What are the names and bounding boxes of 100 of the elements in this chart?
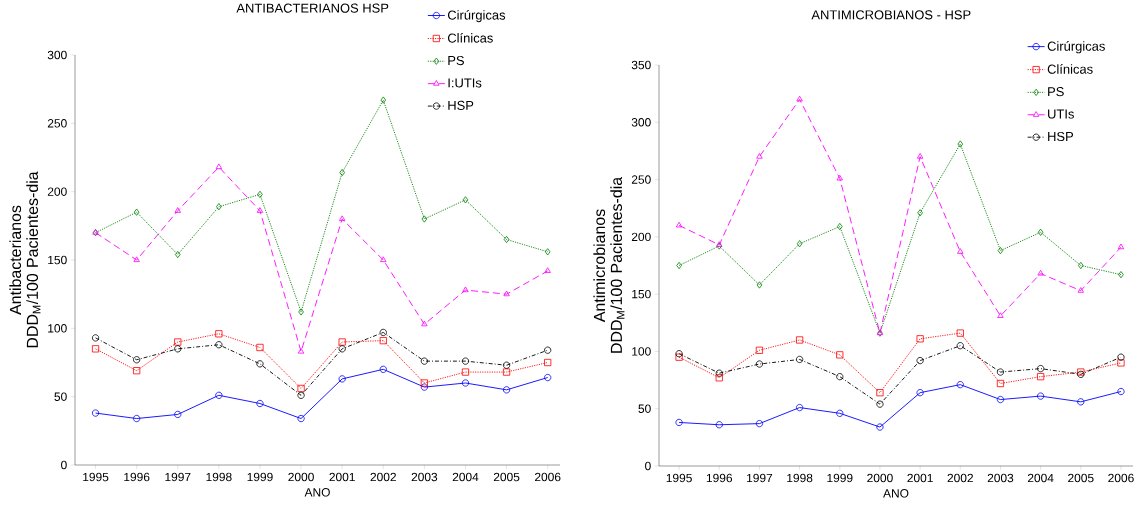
point [133,208,140,216]
x-tick-label: 2001 [907,473,933,483]
point [379,365,387,373]
x-tick-label: 2003 [987,473,1014,483]
point [174,207,181,213]
chart-title: ANTIMICROBIANOS - HSP [811,10,971,20]
point [996,368,1005,376]
point [215,391,223,399]
point [996,395,1005,404]
point [997,312,1004,318]
x-tick-label: 1995 [666,473,692,483]
point [796,403,804,412]
legend-label: Clínicas [1047,64,1093,74]
point [338,375,346,383]
point [133,414,141,423]
point [256,207,264,213]
y-tick-label: 200 [631,232,651,242]
y-axis-title: Antibacterianos DDD$_{M}$/100 Pacientes-dia [9,171,41,348]
point [297,391,305,399]
point [715,369,723,377]
point [502,361,511,369]
x-tick-label: 2001 [329,472,355,482]
point [1117,387,1125,396]
point [1037,228,1044,236]
legend-label: PS [448,55,464,66]
point [133,367,141,375]
legend-label: UTIs [1048,109,1074,119]
point [256,360,264,368]
point [215,163,223,170]
point [338,345,346,353]
point [755,360,764,368]
point [1118,271,1124,279]
point [916,357,924,365]
point [174,250,181,259]
point [502,368,511,376]
point [174,410,182,419]
point [297,347,305,354]
x-tick-label: 1997 [165,472,191,482]
point [174,345,182,353]
point [544,373,552,382]
y-tick-label: 0 [61,460,67,470]
point [1077,287,1084,293]
point [796,240,803,248]
point [836,174,843,181]
point [796,336,804,344]
legend-label: Clínicas [447,32,493,43]
point [796,95,803,102]
point [133,256,140,262]
y-tick-label: 150 [632,289,651,299]
point [876,389,884,397]
point [1037,269,1044,276]
point [836,351,844,359]
x-tick-label: 1999 [247,472,273,482]
x-tick-label: 1998 [787,473,813,483]
point [256,343,264,352]
point [503,290,510,297]
point [421,215,428,223]
point [421,320,428,327]
point [297,384,305,393]
point [339,215,346,221]
point [755,346,764,354]
x-tick-label: 1996 [124,472,150,482]
y-tick-label: 50 [54,392,67,401]
y-tick-label: 150 [48,255,67,265]
point [91,345,100,353]
point [215,341,223,349]
point [298,308,304,316]
point [836,409,844,417]
point [756,153,763,159]
point [916,335,924,343]
x-axis-title: ANO [304,488,330,497]
legend-label: PS [1048,87,1064,97]
x-tick-label: 2005 [1068,473,1094,483]
point [836,373,844,381]
point [1117,353,1125,361]
point [420,379,428,387]
point [544,358,552,367]
point [216,203,222,211]
y-tick-label: 100 [48,324,67,333]
point [715,421,723,429]
legend-label: HSP [1048,131,1074,142]
y-tick-label: 50 [638,404,651,413]
point [1037,373,1045,381]
point [133,356,141,364]
point [755,420,764,428]
x-tick-label: 1998 [206,472,232,482]
legend-label: I:UTIs [448,78,482,88]
point [256,399,264,408]
y-tick-label: 250 [631,175,651,184]
x-tick-label: 2005 [493,472,520,482]
x-tick-label: 1999 [827,473,853,483]
legend-label: HSP [448,100,474,110]
point [257,190,263,198]
y-tick-label: 300 [47,50,67,60]
point [215,330,223,338]
point [876,423,884,431]
point [420,383,428,391]
point [957,248,964,254]
x-tick-label: 2004 [452,472,479,482]
point [462,286,469,293]
